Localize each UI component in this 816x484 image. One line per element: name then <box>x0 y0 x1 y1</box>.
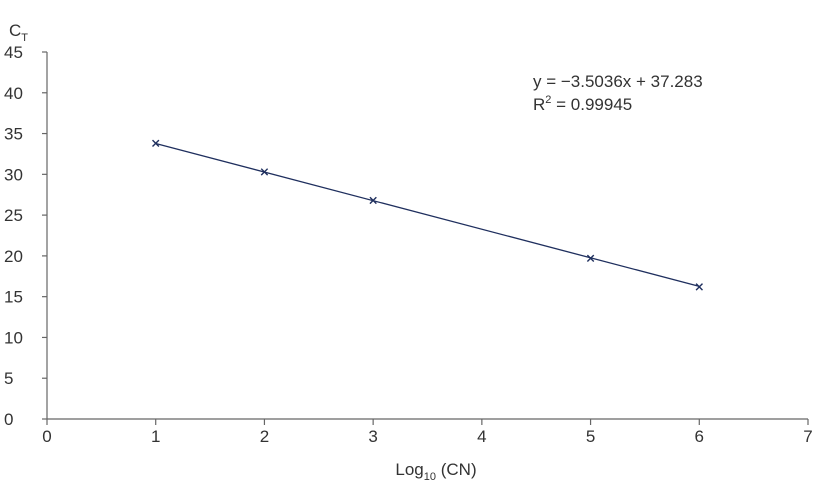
trendline-group <box>155 142 700 288</box>
y-tick-label: 10 <box>4 328 23 347</box>
x-tick-label: 7 <box>803 427 812 446</box>
data-point-stroke <box>260 168 269 176</box>
y-tick-label: 25 <box>4 206 23 225</box>
y-tick-label: 0 <box>4 410 13 429</box>
data-point <box>369 196 377 205</box>
y-tick-label: 30 <box>4 165 23 184</box>
y-tick-label: 5 <box>4 369 13 388</box>
y-tick-label: 45 <box>4 43 23 62</box>
y-tick-label: 20 <box>4 247 23 266</box>
trendline <box>155 142 700 288</box>
y-axis-title: CT <box>9 21 28 44</box>
data-point <box>260 168 269 176</box>
data-point-stroke <box>152 139 160 148</box>
x-tick-label: 3 <box>368 427 377 446</box>
data-point <box>695 283 703 291</box>
x-tick-label: 5 <box>586 427 595 446</box>
data-point-stroke <box>695 283 703 291</box>
equation-label: y = −3.5036x + 37.283 <box>533 72 703 91</box>
axes <box>46 52 808 420</box>
r-squared-label: R2 = 0.99945 <box>533 94 632 114</box>
x-tick-label: 4 <box>477 427 486 446</box>
y-tick-label: 40 <box>4 84 23 103</box>
x-tick-label: 0 <box>42 427 51 446</box>
y-tick-label: 35 <box>4 125 23 144</box>
data-point <box>152 139 160 148</box>
x-ticks: 0 1 2 3 4 5 6 7 <box>42 419 813 446</box>
data-point-stroke <box>369 196 377 205</box>
data-point <box>586 254 595 263</box>
data-point-stroke <box>586 254 595 263</box>
data-points <box>152 139 703 291</box>
x-tick-label: 6 <box>695 427 704 446</box>
y-ticks: 0 5 10 15 20 25 30 35 40 45 <box>4 43 47 429</box>
x-tick-label: 2 <box>260 427 269 446</box>
y-tick-label: 15 <box>4 288 23 307</box>
x-tick-label: 1 <box>151 427 160 446</box>
x-axis-title: Log10 (CN) <box>395 460 476 483</box>
